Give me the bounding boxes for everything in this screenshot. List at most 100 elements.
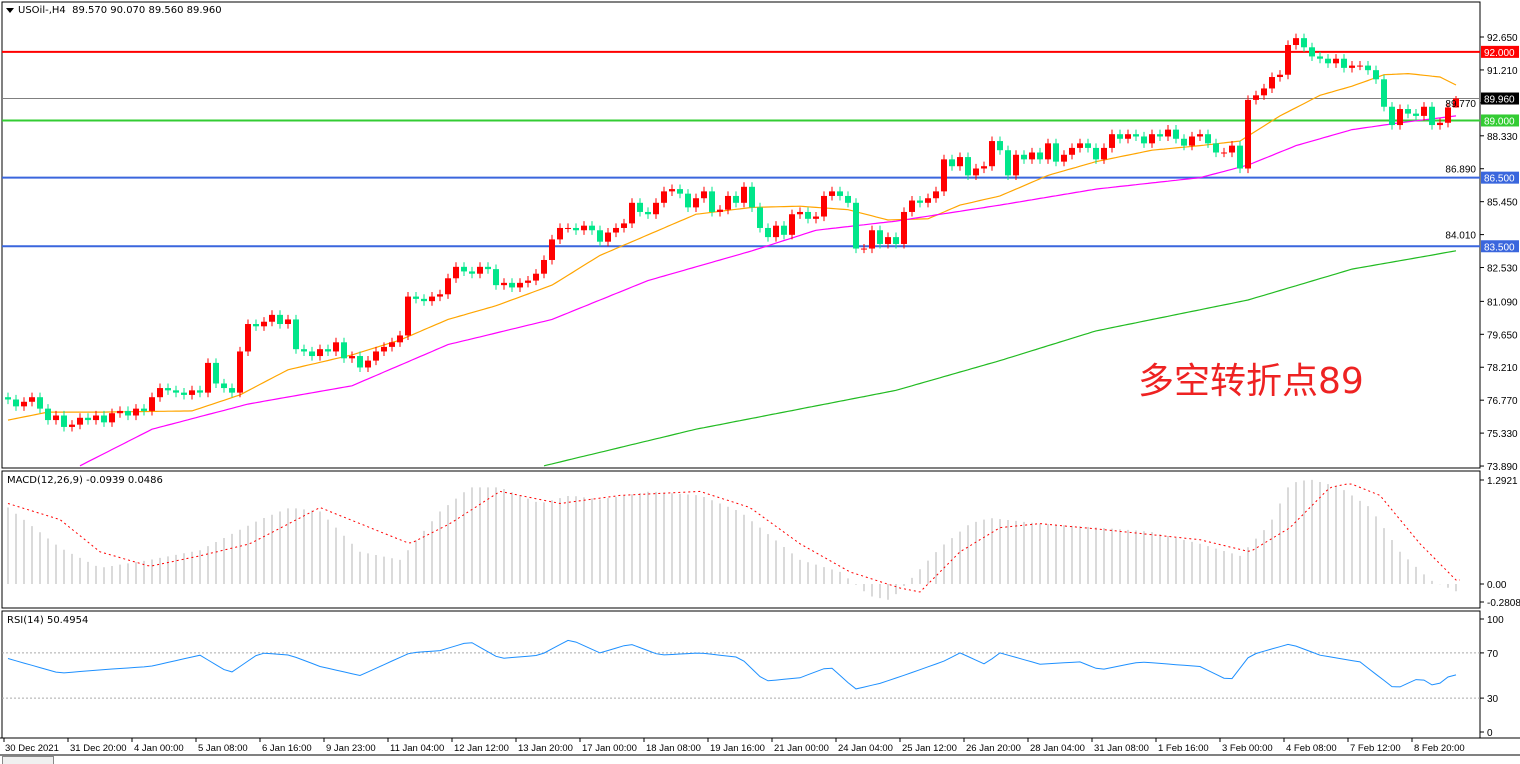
- candle: [349, 351, 355, 363]
- candle-body: [1413, 113, 1419, 116]
- time-tick-label: 7 Feb 12:00: [1350, 743, 1401, 754]
- candle: [93, 410, 99, 425]
- candle: [1157, 129, 1163, 142]
- candle-body: [165, 388, 171, 391]
- candle-body: [1133, 134, 1139, 137]
- level-label-bg: [1481, 240, 1519, 253]
- chart-tab[interactable]: [2, 756, 54, 764]
- candle: [885, 232, 891, 249]
- candle: [637, 198, 643, 217]
- candle: [1261, 83, 1267, 100]
- price-tick-label: 76.770: [1487, 396, 1518, 407]
- candle-body: [37, 397, 43, 409]
- candle: [1141, 131, 1147, 148]
- candle: [141, 404, 147, 416]
- symbol-label: USOil-,H4: [18, 5, 66, 16]
- candle-body: [893, 237, 899, 244]
- moving-average-line: [79, 115, 1457, 467]
- candle: [165, 383, 171, 395]
- candle: [861, 243, 867, 254]
- candle: [1213, 138, 1219, 158]
- time-tick-label: 4 Jan 00:00: [134, 743, 184, 754]
- candle: [365, 356, 371, 373]
- candle: [61, 410, 67, 432]
- candle: [1077, 138, 1083, 153]
- candle: [149, 392, 155, 416]
- candle: [1381, 74, 1387, 112]
- candle: [589, 221, 595, 235]
- candle: [837, 186, 843, 201]
- time-tick-label: 6 Jan 16:00: [262, 743, 312, 754]
- candle-body: [253, 324, 259, 327]
- candle-body: [877, 230, 883, 244]
- candle-body: [805, 211, 811, 219]
- candle-body: [93, 415, 99, 421]
- candle: [829, 186, 835, 201]
- candle: [1109, 129, 1115, 153]
- time-tick-label: 4 Feb 08:00: [1286, 743, 1337, 754]
- candle-body: [1085, 143, 1091, 148]
- candle-body: [21, 401, 27, 407]
- candle-body: [957, 157, 963, 167]
- candle-body: [1381, 79, 1387, 107]
- candle-body: [1285, 45, 1291, 75]
- candle-body: [469, 271, 475, 274]
- candle: [77, 413, 83, 430]
- candle-body: [933, 191, 939, 199]
- candle-body: [861, 248, 867, 250]
- candle: [717, 205, 723, 217]
- candle: [1389, 102, 1395, 130]
- time-tick-label: 28 Jan 04:00: [1030, 743, 1085, 754]
- candle: [845, 191, 851, 208]
- candle: [213, 358, 219, 389]
- candle: [701, 186, 707, 203]
- candle-body: [1269, 77, 1275, 89]
- candle-body: [1189, 136, 1195, 146]
- candle: [549, 234, 555, 265]
- candle-body: [389, 342, 395, 347]
- candle-body: [885, 237, 891, 244]
- candle-body: [205, 362, 211, 393]
- candle-body: [429, 296, 435, 302]
- candle-body: [413, 296, 419, 299]
- price-tick-label: 81.090: [1487, 297, 1518, 308]
- level-label-bg: [1481, 45, 1519, 58]
- candle: [125, 406, 131, 421]
- candle-body: [101, 415, 107, 423]
- candle-body: [109, 413, 115, 423]
- candle-body: [1405, 109, 1411, 114]
- candle-body: [1237, 145, 1243, 169]
- candle-body: [1021, 154, 1027, 160]
- candle: [1133, 129, 1139, 142]
- candle: [13, 394, 19, 411]
- candle: [813, 211, 819, 224]
- candle: [1125, 129, 1131, 144]
- dropdown-triangle-icon[interactable]: [6, 7, 14, 13]
- candle-body: [237, 351, 243, 393]
- level-label-bg: [1481, 114, 1519, 127]
- candle-body: [917, 200, 923, 203]
- candle-body: [645, 211, 651, 215]
- candle-body: [341, 342, 347, 359]
- candle-body: [1253, 95, 1259, 100]
- time-tick-label: 24 Jan 04:00: [838, 743, 893, 754]
- candle-body: [1421, 106, 1427, 116]
- rsi-tick-label: 70: [1487, 649, 1499, 660]
- rsi-tick-label: 0: [1487, 728, 1493, 739]
- candle-body: [725, 195, 731, 210]
- candle-body: [749, 186, 755, 208]
- candle: [205, 358, 211, 398]
- candle-body: [1061, 154, 1067, 162]
- candle: [1149, 129, 1155, 148]
- candle-body: [445, 278, 451, 295]
- candle-body: [653, 202, 659, 215]
- candle: [285, 314, 291, 329]
- candle: [965, 152, 971, 180]
- candle-body: [829, 191, 835, 196]
- candle-body: [309, 351, 315, 357]
- candle-body: [1221, 152, 1227, 154]
- candle-body: [773, 225, 779, 238]
- candle-body: [397, 335, 403, 343]
- level-label-bg: [1481, 92, 1519, 105]
